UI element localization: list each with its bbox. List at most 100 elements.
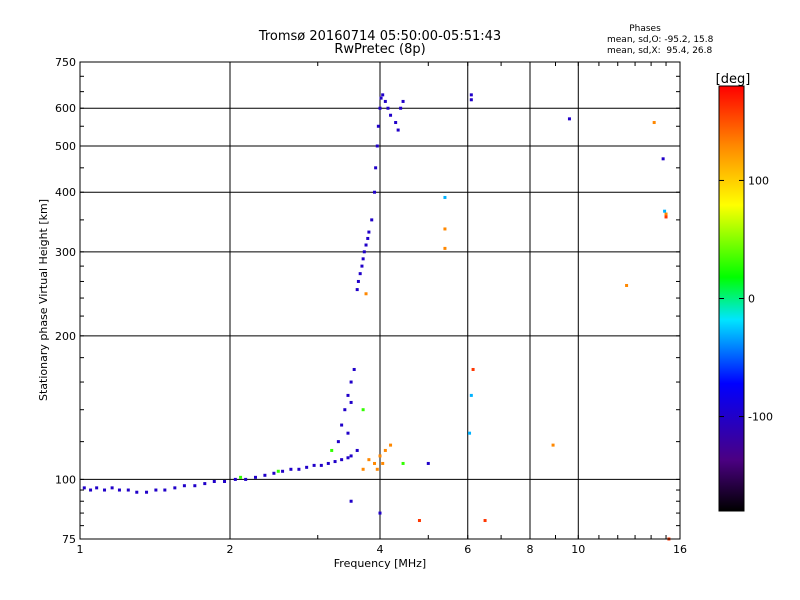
data-point [374, 166, 378, 170]
x-tick-label: 2 [227, 543, 234, 556]
data-point [362, 250, 366, 254]
data-point [386, 106, 390, 110]
data-point [163, 488, 167, 492]
data-point [360, 264, 364, 268]
data-point [276, 469, 280, 473]
data-point [370, 218, 374, 222]
data-point [661, 157, 665, 161]
data-point [378, 106, 382, 110]
y-axis-label: Stationary phase Virtual Height [km] [37, 199, 50, 401]
data-point [305, 465, 309, 469]
colorbar-tick-label: 100 [748, 174, 769, 187]
data-point [289, 467, 293, 471]
y-tick-label: 200 [55, 330, 76, 343]
y-tick-label: 75 [62, 533, 76, 546]
data-point [173, 486, 177, 490]
data-point [349, 380, 353, 384]
data-point [212, 479, 216, 483]
colorbar-label: [deg] [716, 72, 751, 87]
data-point [469, 93, 473, 97]
data-point [468, 431, 472, 435]
y-tick-label: 600 [55, 102, 76, 115]
data-point [567, 117, 571, 121]
x-tick-label: 8 [527, 543, 534, 556]
colorbar-ticks: 100 0 -100 [719, 174, 773, 424]
data-point [346, 393, 350, 397]
data-point [352, 367, 356, 371]
data-point [367, 458, 371, 462]
data-point [154, 488, 158, 492]
y-tick-label: 500 [55, 140, 76, 153]
data-point [394, 121, 398, 125]
data-point [364, 243, 368, 247]
data-point [193, 484, 197, 488]
data-point [145, 490, 149, 494]
data-point [379, 96, 383, 100]
x-tick-label: 1 [77, 543, 84, 556]
data-point [110, 486, 114, 490]
data-point [664, 212, 668, 216]
data-point [663, 209, 667, 213]
data-point [281, 469, 285, 473]
data-point [443, 246, 447, 250]
data-point [244, 477, 248, 481]
data-point [483, 519, 487, 523]
data-point [349, 454, 353, 458]
data-point [366, 236, 370, 240]
data-point [343, 408, 347, 412]
data-point [312, 463, 316, 467]
data-point [95, 486, 99, 490]
data-point [361, 257, 365, 261]
data-point [378, 454, 382, 458]
data-point [223, 479, 227, 483]
data-point [426, 461, 430, 465]
data-points [82, 93, 671, 541]
data-point [378, 511, 382, 515]
data-point [346, 431, 350, 435]
data-point [375, 144, 379, 148]
phases-box: Phases mean, sd,O: -95.2, 15.8 mean, sd,… [607, 24, 714, 56]
data-point [117, 488, 121, 492]
data-point [82, 486, 86, 490]
data-point [349, 499, 353, 503]
plot-grid [80, 62, 680, 539]
x-tick-label: 16 [673, 543, 687, 556]
data-point [135, 490, 139, 494]
y-tick-label: 300 [55, 246, 76, 259]
data-point [272, 471, 276, 475]
data-point [625, 283, 629, 287]
data-point [396, 128, 400, 132]
data-point [469, 98, 473, 102]
phases-box-title: Phases [629, 24, 661, 34]
data-point [346, 456, 350, 460]
data-point [263, 473, 267, 477]
x-tick-label: 10 [571, 543, 585, 556]
data-point [417, 519, 421, 523]
data-point [333, 460, 337, 464]
data-point [355, 448, 359, 452]
data-point [664, 215, 668, 219]
data-point [381, 93, 385, 97]
data-point [326, 461, 330, 465]
data-point [340, 423, 344, 427]
data-point [443, 227, 447, 231]
x-tick-label: 6 [464, 543, 471, 556]
data-point [349, 400, 353, 404]
phases-box-line-o: mean, sd,O: -95.2, 15.8 [607, 35, 714, 45]
data-point [126, 488, 130, 492]
data-point [361, 467, 365, 471]
data-point [399, 106, 403, 110]
chart-subtitle: RwPretec (8p) [334, 42, 425, 57]
data-point [469, 393, 473, 397]
y-tick-label: 100 [55, 473, 76, 486]
data-point [551, 443, 555, 447]
data-point [330, 448, 334, 452]
data-point [373, 461, 377, 465]
axis-ticks: 1 2 4 6 8 10 16 75 100 200 300 400 500 600 750 [55, 56, 687, 556]
data-point [336, 440, 340, 444]
data-point [401, 99, 405, 103]
data-point [471, 367, 475, 371]
colorbar-tick-label: 0 [748, 293, 755, 306]
data-point [355, 288, 359, 292]
data-point [652, 121, 656, 125]
